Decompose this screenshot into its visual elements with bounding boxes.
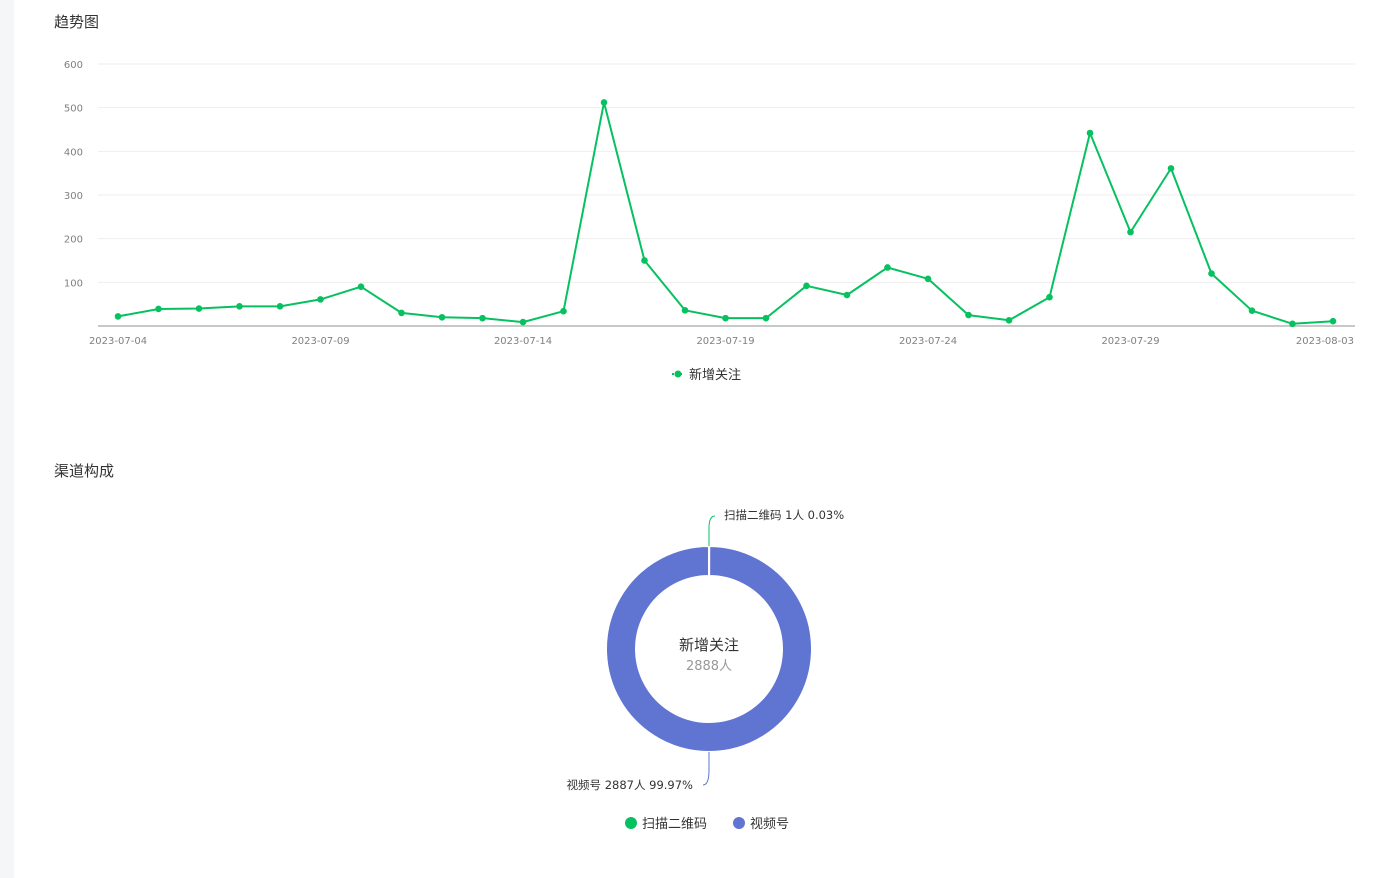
data-point[interactable] — [398, 309, 405, 317]
y-tick-label: 400 — [64, 147, 83, 158]
data-point[interactable] — [195, 305, 203, 312]
data-point[interactable] — [762, 314, 770, 322]
trend-line-chart: 100 200 300 400 500 600 2023-07-04 2023-07-09 20… — [64, 60, 1355, 383]
x-tick-label: 2023-07-19 — [696, 336, 754, 347]
series-line — [117, 101, 1334, 325]
trend-section-title: 趋势图 — [54, 13, 100, 31]
x-tick-label: 2023-07-29 — [1101, 336, 1159, 347]
data-point[interactable] — [357, 283, 365, 291]
legend-dot-marker[interactable] — [733, 817, 745, 829]
x-tick-label: 2023-07-09 — [291, 336, 349, 347]
x-tick-label: 2023-07-24 — [899, 336, 957, 347]
slice-label: 视频号 2887人 99.97% — [567, 778, 693, 792]
data-point[interactable] — [479, 314, 486, 322]
legend-label[interactable]: 视频号 — [750, 817, 789, 832]
data-point[interactable] — [1289, 320, 1296, 328]
data-point[interactable] — [1167, 165, 1175, 172]
donut-center-value: 2888人 — [686, 659, 732, 674]
y-tick-label: 100 — [64, 278, 83, 289]
y-tick-label: 600 — [64, 60, 83, 71]
x-tick-label: 2023-08-03 — [1296, 336, 1354, 347]
legend-label[interactable]: 扫描二维码 — [642, 817, 707, 832]
data-point[interactable] — [681, 306, 689, 314]
data-point[interactable] — [803, 282, 810, 290]
x-tick-label: 2023-07-14 — [494, 336, 552, 347]
y-tick-label: 300 — [64, 191, 83, 202]
data-point[interactable] — [1046, 293, 1053, 301]
y-tick-label: 500 — [64, 104, 83, 115]
data-point[interactable] — [600, 99, 608, 106]
data-point[interactable] — [1086, 129, 1094, 137]
data-point[interactable] — [114, 313, 122, 320]
data-point[interactable] — [438, 313, 446, 321]
slice-label: 扫描二维码 1人 0.03% — [724, 508, 844, 522]
data-point[interactable] — [276, 303, 284, 310]
data-point[interactable] — [924, 275, 932, 283]
data-point[interactable] — [843, 291, 851, 299]
data-point[interactable] — [884, 264, 891, 271]
data-point[interactable] — [155, 305, 162, 313]
callout-line — [702, 752, 710, 786]
data-point[interactable] — [519, 318, 527, 326]
donut-center-title: 新增关注 — [679, 636, 739, 654]
data-point[interactable] — [1248, 307, 1256, 315]
legend-label[interactable]: 新增关注 — [689, 367, 741, 383]
legend-dot-marker — [674, 370, 682, 378]
data-point[interactable] — [317, 296, 324, 303]
x-tick-label: 2023-07-04 — [89, 336, 147, 347]
data-point[interactable] — [1005, 317, 1013, 324]
channel-section-title: 渠道构成 — [54, 462, 115, 480]
callout-line — [708, 515, 716, 546]
data-point[interactable] — [1208, 270, 1215, 277]
pie-slice[interactable] — [605, 544, 814, 753]
data-point[interactable] — [641, 257, 648, 264]
data-point[interactable] — [965, 311, 972, 319]
data-point[interactable] — [236, 303, 243, 310]
y-tick-label: 200 — [64, 235, 83, 246]
data-point[interactable] — [1329, 317, 1337, 325]
channel-donut-chart: 扫描二维码 1人 0.03% 视频号 2887人 99.97% 新增关注 2888人扫… — [567, 508, 845, 832]
legend-dot-marker[interactable] — [625, 817, 637, 829]
data-point[interactable] — [722, 314, 729, 322]
data-point[interactable] — [1127, 228, 1134, 236]
data-point[interactable] — [560, 307, 567, 315]
